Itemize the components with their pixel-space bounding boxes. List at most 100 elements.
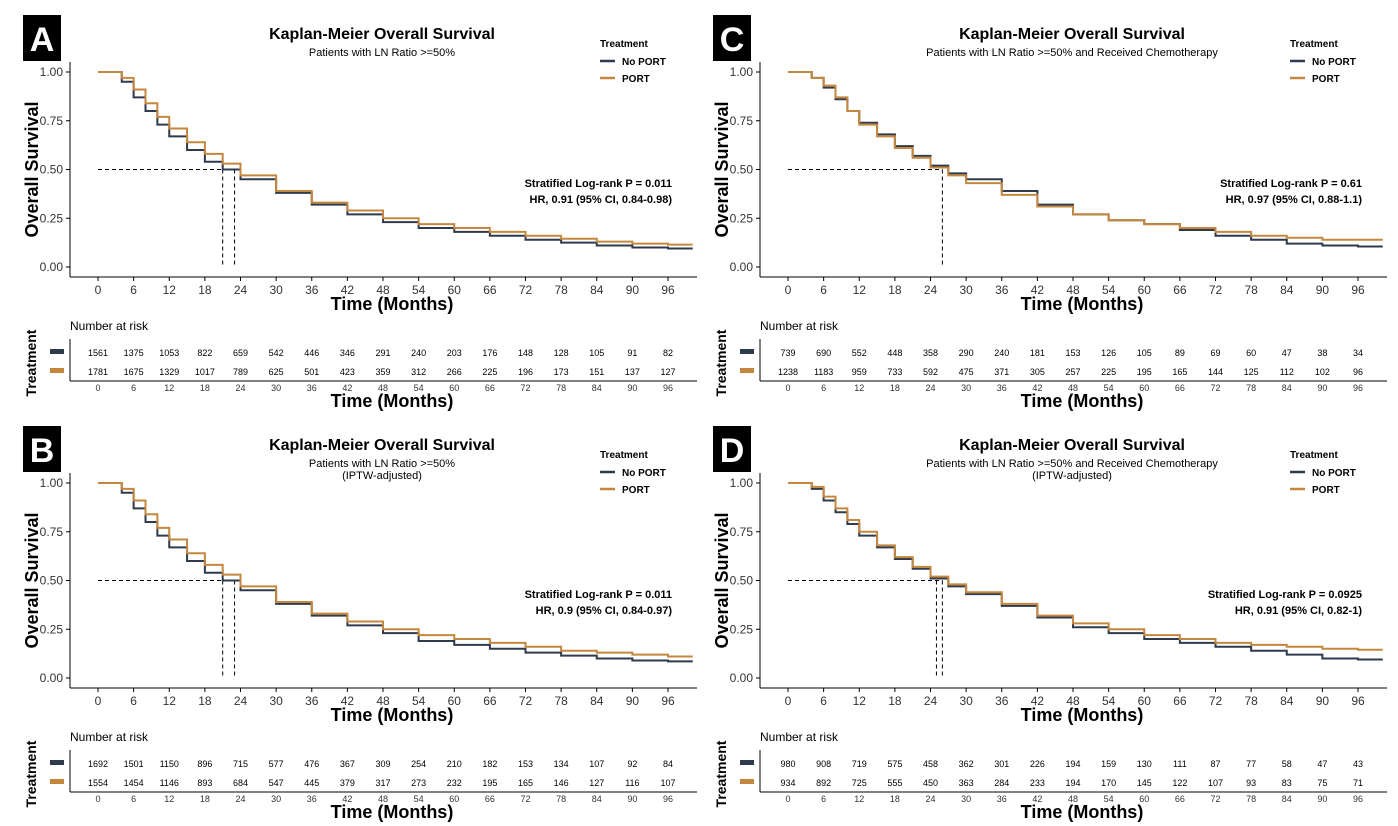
risk-row-swatch xyxy=(50,349,64,354)
risk-value: 194 xyxy=(1065,759,1080,769)
x-tick-label: 36 xyxy=(305,283,319,297)
risk-x-tick-label: 78 xyxy=(1246,794,1256,804)
risk-x-axis-label: Time (Months) xyxy=(331,391,454,411)
risk-table-title: Number at risk xyxy=(70,319,149,333)
chart-title: Kaplan-Meier Overall Survival xyxy=(269,437,495,454)
risk-x-tick-label: 42 xyxy=(1032,383,1042,393)
risk-value: 1501 xyxy=(124,759,144,769)
risk-value: 423 xyxy=(340,367,355,377)
legend-label: No PORT xyxy=(1312,468,1356,479)
risk-x-tick-label: 42 xyxy=(1032,794,1042,804)
survival-curve-no-port xyxy=(788,71,1383,248)
risk-value: 125 xyxy=(1244,367,1259,377)
x-tick-label: 84 xyxy=(590,694,604,708)
risk-x-axis-label: Time (Months) xyxy=(1021,391,1144,411)
y-tick-label: 0.50 xyxy=(40,163,64,177)
x-tick-label: 18 xyxy=(888,283,902,297)
risk-x-tick-label: 36 xyxy=(997,383,1007,393)
x-tick-label: 42 xyxy=(341,694,355,708)
risk-value: 144 xyxy=(1208,367,1223,377)
risk-x-tick-label: 30 xyxy=(961,794,971,804)
x-tick-label: 30 xyxy=(269,694,283,708)
risk-value: 896 xyxy=(197,759,212,769)
x-tick-label: 84 xyxy=(1280,694,1294,708)
risk-value: 625 xyxy=(269,367,284,377)
risk-table-title: Number at risk xyxy=(760,319,839,333)
x-tick-label: 72 xyxy=(1209,694,1223,708)
risk-value: 77 xyxy=(1246,759,1256,769)
risk-table-axis-label: Treatment xyxy=(713,329,729,396)
risk-x-tick-label: 84 xyxy=(1282,794,1292,804)
x-tick-label: 12 xyxy=(163,694,177,708)
risk-value: 739 xyxy=(780,348,795,358)
x-tick-label: 90 xyxy=(1316,694,1330,708)
risk-value: 367 xyxy=(340,759,355,769)
y-axis-label: Overall Survival xyxy=(712,512,732,648)
x-tick-label: 0 xyxy=(95,694,102,708)
survival-curve-no-port xyxy=(788,482,1383,661)
risk-value: 893 xyxy=(197,778,212,788)
risk-value: 719 xyxy=(852,759,867,769)
stat-annotation: HR, 0.91 (95% CI, 0.84-0.98) xyxy=(530,194,673,206)
x-tick-label: 72 xyxy=(1209,283,1223,297)
risk-value: 145 xyxy=(1137,778,1152,788)
risk-value: 1561 xyxy=(88,348,108,358)
x-tick-label: 72 xyxy=(519,694,533,708)
panel-label-box xyxy=(713,15,751,61)
y-tick-label: 0.50 xyxy=(730,163,754,177)
x-tick-label: 12 xyxy=(163,283,177,297)
x-tick-label: 12 xyxy=(853,694,867,708)
risk-value: 137 xyxy=(625,367,640,377)
risk-value: 552 xyxy=(852,348,867,358)
risk-value: 592 xyxy=(923,367,938,377)
x-tick-label: 78 xyxy=(554,694,568,708)
risk-x-tick-label: 30 xyxy=(271,383,281,393)
risk-value: 134 xyxy=(554,759,569,769)
risk-value: 60 xyxy=(1246,348,1256,358)
y-tick-label: 0.75 xyxy=(730,525,754,539)
risk-value: 1017 xyxy=(195,367,215,377)
risk-x-tick-label: 18 xyxy=(200,794,210,804)
risk-value: 91 xyxy=(627,348,637,358)
x-axis-label: Time (Months) xyxy=(1021,294,1144,314)
risk-x-tick-label: 18 xyxy=(890,383,900,393)
x-tick-label: 24 xyxy=(924,694,938,708)
risk-x-tick-label: 54 xyxy=(414,383,424,393)
risk-x-tick-label: 48 xyxy=(1068,794,1078,804)
risk-x-tick-label: 60 xyxy=(449,383,459,393)
x-tick-label: 60 xyxy=(1138,694,1152,708)
risk-value: 47 xyxy=(1282,348,1292,358)
risk-value: 257 xyxy=(1065,367,1080,377)
risk-value: 1692 xyxy=(88,759,108,769)
risk-value: 475 xyxy=(959,367,974,377)
km-panel-a: A Kaplan-Meier Overall Survival Patients w… xyxy=(22,15,697,411)
risk-x-tick-label: 18 xyxy=(890,794,900,804)
risk-value: 450 xyxy=(923,778,938,788)
risk-value: 194 xyxy=(1065,778,1080,788)
risk-value: 47 xyxy=(1317,759,1327,769)
risk-x-tick-label: 66 xyxy=(485,383,495,393)
chart-subtitle: Patients with LN Ratio >=50% xyxy=(309,458,455,470)
x-tick-label: 24 xyxy=(234,694,248,708)
y-tick-label: 0.25 xyxy=(40,211,64,225)
y-tick-label: 0.75 xyxy=(40,114,64,128)
risk-value: 225 xyxy=(1101,367,1116,377)
risk-x-tick-label: 30 xyxy=(271,794,281,804)
risk-x-tick-label: 54 xyxy=(1104,383,1114,393)
risk-value: 458 xyxy=(923,759,938,769)
risk-row-swatch xyxy=(50,760,64,765)
legend-title: Treatment xyxy=(1290,450,1338,461)
risk-value: 1146 xyxy=(160,778,179,788)
risk-value: 153 xyxy=(518,759,533,769)
risk-value: 146 xyxy=(554,778,569,788)
risk-row-swatch xyxy=(50,779,64,784)
risk-value: 371 xyxy=(994,367,1009,377)
risk-value: 87 xyxy=(1210,759,1220,769)
chart-subtitle-2: (IPTW-adjusted) xyxy=(342,470,422,482)
x-tick-label: 36 xyxy=(995,694,1009,708)
risk-value: 148 xyxy=(518,348,533,358)
panel-label-box xyxy=(23,426,61,472)
x-tick-label: 18 xyxy=(198,694,212,708)
x-tick-label: 0 xyxy=(95,283,102,297)
risk-value: 82 xyxy=(663,348,673,358)
